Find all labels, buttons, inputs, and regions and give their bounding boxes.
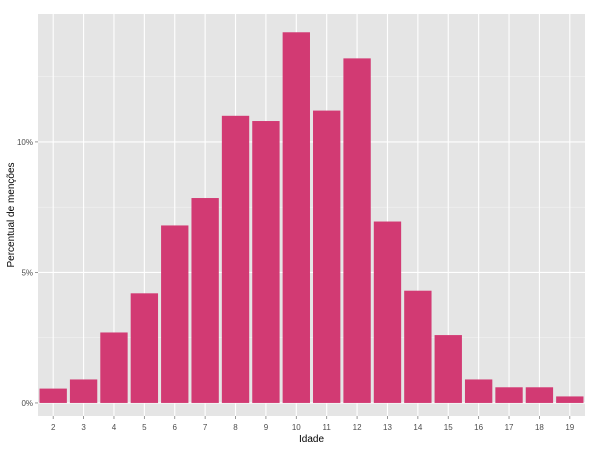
bar-15: [434, 335, 462, 403]
x-tick-label: 5: [142, 423, 147, 432]
bar-8: [221, 115, 250, 403]
y-axis: 0% 5% 10%: [17, 138, 38, 408]
bar-2: [39, 388, 67, 403]
x-tick-label: 12: [353, 423, 362, 432]
bar-19: [556, 396, 584, 403]
x-tick-label: 13: [383, 423, 392, 432]
bar-10: [282, 32, 310, 403]
x-tick-label: 11: [323, 423, 332, 432]
bar-5: [130, 293, 159, 403]
bar-6: [161, 225, 189, 403]
x-tick-label: 6: [173, 423, 178, 432]
x-tick-label: 18: [535, 423, 544, 432]
x-tick-label: 9: [264, 423, 269, 432]
x-tick-label: 19: [565, 423, 574, 432]
bar-12: [343, 58, 371, 403]
x-axis-title: Idade: [299, 434, 324, 445]
x-tick-label: 3: [81, 423, 86, 432]
x-tick-label: 2: [51, 423, 56, 432]
x-axis: 2 3 4 5 6 7 8 9 10 11 12 13 14 15 16 17 18 19: [51, 416, 575, 432]
x-tick-label: 16: [474, 423, 483, 432]
plot-panel: [38, 14, 585, 416]
y-tick-label: 5%: [21, 268, 33, 277]
bar-16: [464, 379, 493, 403]
minor-gridlines: [38, 76, 585, 338]
y-tick-label: 10%: [17, 138, 33, 147]
y-axis-title: Percentual de menções: [6, 162, 17, 267]
x-tick-label: 15: [444, 423, 453, 432]
x-tick-label: 17: [505, 423, 514, 432]
x-tick-label: 4: [112, 423, 117, 432]
bar-13: [373, 221, 402, 403]
bar-18: [525, 387, 554, 403]
bar-3: [69, 379, 98, 403]
x-tick-label: 8: [233, 423, 238, 432]
bar-9: [252, 121, 280, 403]
bar-14: [404, 290, 432, 403]
bar-7: [191, 198, 219, 403]
x-tick-label: 10: [292, 423, 301, 432]
y-tick-label: 0%: [21, 399, 33, 408]
bar-11: [313, 110, 341, 403]
x-tick-label: 7: [203, 423, 208, 432]
bar-17: [495, 387, 523, 403]
bar-4: [100, 332, 128, 403]
x-tick-label: 14: [413, 423, 422, 432]
bars: [39, 32, 584, 403]
